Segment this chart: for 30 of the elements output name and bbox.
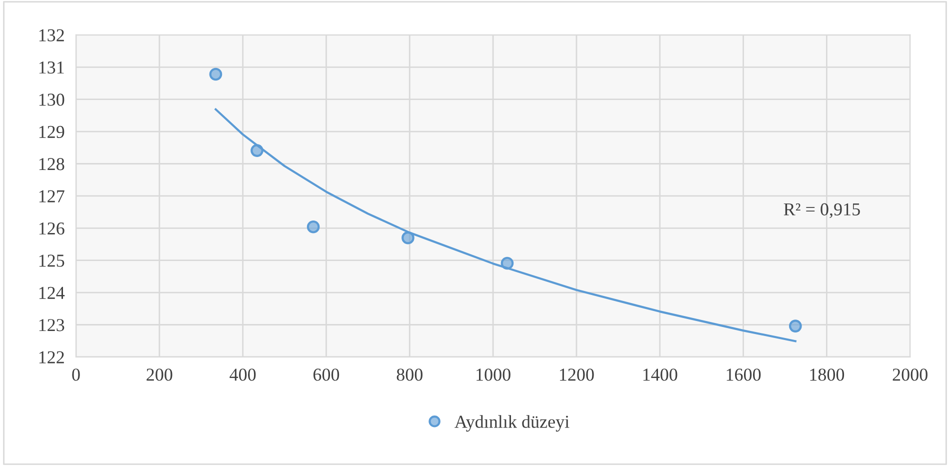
x-tick-label: 200 — [146, 368, 172, 381]
point — [306, 220, 320, 234]
y-tick-label: 126 — [39, 222, 64, 235]
y-tick-label: 125 — [39, 254, 64, 267]
x-tick-label: 800 — [396, 368, 422, 381]
x-tick-label: 2000 — [892, 368, 928, 381]
y-tick-label: 123 — [39, 319, 64, 332]
x-tick-label: 1000 — [476, 368, 510, 381]
x-tick-label: 1800 — [810, 368, 844, 381]
y-tick-label: 124 — [39, 286, 65, 299]
point — [250, 144, 264, 157]
x-tick-label: 1400 — [643, 368, 678, 381]
y-tick-label: 129 — [39, 126, 64, 138]
annotation: R² = 0,915 — [784, 203, 860, 218]
y-tick-label: 127 — [39, 190, 64, 202]
y-tick-label: 131 — [39, 61, 64, 74]
y-tick-label: 132 — [39, 29, 64, 42]
point — [788, 320, 802, 332]
point — [402, 231, 414, 244]
x-tick-label: 400 — [230, 368, 256, 381]
x-tick-label: 1600 — [726, 368, 761, 381]
y-tick-label: 130 — [39, 94, 64, 106]
y-tick-label: 128 — [39, 158, 64, 170]
y-tick-label: 122 — [39, 351, 64, 364]
point — [500, 256, 514, 270]
point — [209, 68, 222, 81]
x-tick-label: 0 — [72, 368, 80, 381]
legend-label: Aydınlık düzeyi — [454, 415, 570, 432]
x-tick-label: 600 — [313, 368, 340, 381]
x-tick-label: 1200 — [560, 368, 594, 381]
